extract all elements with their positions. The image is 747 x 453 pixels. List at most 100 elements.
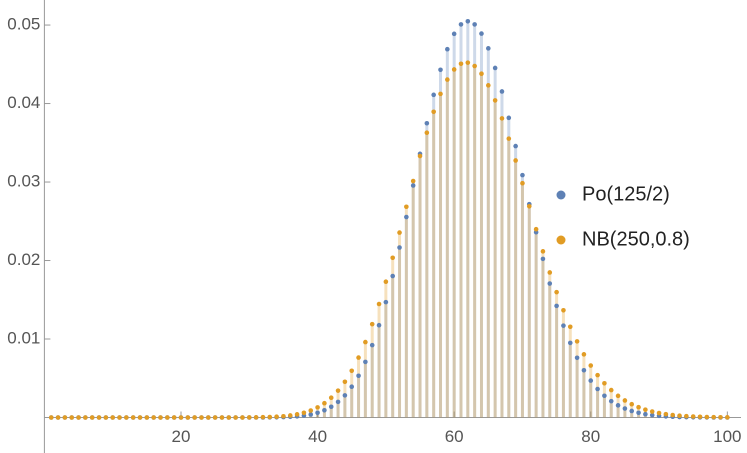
point xyxy=(376,322,382,328)
point xyxy=(711,414,716,420)
point xyxy=(513,158,518,163)
point xyxy=(492,65,498,71)
point xyxy=(574,339,580,344)
point xyxy=(629,401,635,407)
point xyxy=(404,204,409,210)
point xyxy=(246,415,252,420)
point xyxy=(697,414,703,420)
point xyxy=(171,415,177,420)
point xyxy=(390,273,396,279)
point xyxy=(540,256,546,262)
point xyxy=(335,388,341,393)
point xyxy=(554,289,559,295)
point xyxy=(322,400,327,406)
point xyxy=(294,412,300,417)
point xyxy=(397,245,402,250)
point xyxy=(253,415,259,420)
point xyxy=(643,407,648,412)
point xyxy=(602,380,607,386)
point xyxy=(233,415,238,420)
point xyxy=(335,399,341,405)
point xyxy=(424,130,430,136)
point xyxy=(226,415,232,420)
point xyxy=(451,31,457,37)
point xyxy=(315,410,320,416)
point xyxy=(718,414,723,420)
point xyxy=(219,415,225,420)
point xyxy=(274,414,279,420)
legend-marker xyxy=(556,235,566,245)
point xyxy=(390,255,396,261)
point xyxy=(438,91,443,97)
point xyxy=(465,18,471,24)
point xyxy=(458,61,464,67)
point xyxy=(328,404,334,410)
point xyxy=(677,413,682,418)
point xyxy=(144,415,150,420)
point xyxy=(649,412,655,418)
point xyxy=(629,408,635,414)
point xyxy=(520,172,525,178)
point xyxy=(363,339,368,345)
point xyxy=(349,384,355,390)
point xyxy=(663,411,669,417)
legend-label: NB(250,0.8) xyxy=(582,228,690,250)
point xyxy=(636,410,641,416)
point xyxy=(431,109,436,115)
point xyxy=(472,63,477,69)
point xyxy=(315,405,320,410)
point xyxy=(383,299,389,305)
point xyxy=(158,415,163,420)
point xyxy=(165,415,170,420)
point xyxy=(117,415,122,420)
point xyxy=(547,270,553,275)
point xyxy=(328,395,334,401)
y-tick-label: 0.04 xyxy=(7,93,40,112)
point xyxy=(492,98,498,103)
point xyxy=(301,410,307,416)
y-tick-label: 0.01 xyxy=(7,328,40,347)
point xyxy=(499,89,505,94)
point xyxy=(479,71,484,77)
point xyxy=(526,203,532,209)
y-tick-label: 0.02 xyxy=(7,250,40,269)
point xyxy=(383,279,389,285)
point xyxy=(458,22,464,27)
point xyxy=(192,415,197,420)
point xyxy=(725,415,730,420)
point xyxy=(96,415,102,420)
point xyxy=(595,372,600,378)
point xyxy=(581,367,587,373)
point xyxy=(690,414,696,419)
point xyxy=(547,281,553,286)
point xyxy=(643,411,648,417)
point xyxy=(486,83,491,88)
point xyxy=(240,415,245,420)
point xyxy=(615,403,621,408)
y-tick-label: 0.05 xyxy=(7,15,40,34)
point xyxy=(69,415,75,420)
point xyxy=(322,407,327,413)
point xyxy=(465,60,471,65)
point xyxy=(704,414,710,420)
point xyxy=(636,404,641,410)
point xyxy=(588,363,594,368)
point xyxy=(533,226,539,232)
point xyxy=(506,115,512,121)
point xyxy=(185,415,191,420)
point xyxy=(178,415,184,420)
point xyxy=(451,67,457,72)
x-tick-label: 20 xyxy=(172,427,191,446)
x-tick-label: 60 xyxy=(445,427,464,446)
point xyxy=(151,415,156,420)
point xyxy=(561,307,566,313)
point xyxy=(308,408,314,413)
point xyxy=(404,214,409,220)
x-tick-label: 80 xyxy=(581,427,600,446)
point xyxy=(124,415,129,420)
point xyxy=(199,415,204,420)
x-tick-label: 40 xyxy=(308,427,327,446)
point xyxy=(574,355,580,361)
point xyxy=(349,368,355,374)
